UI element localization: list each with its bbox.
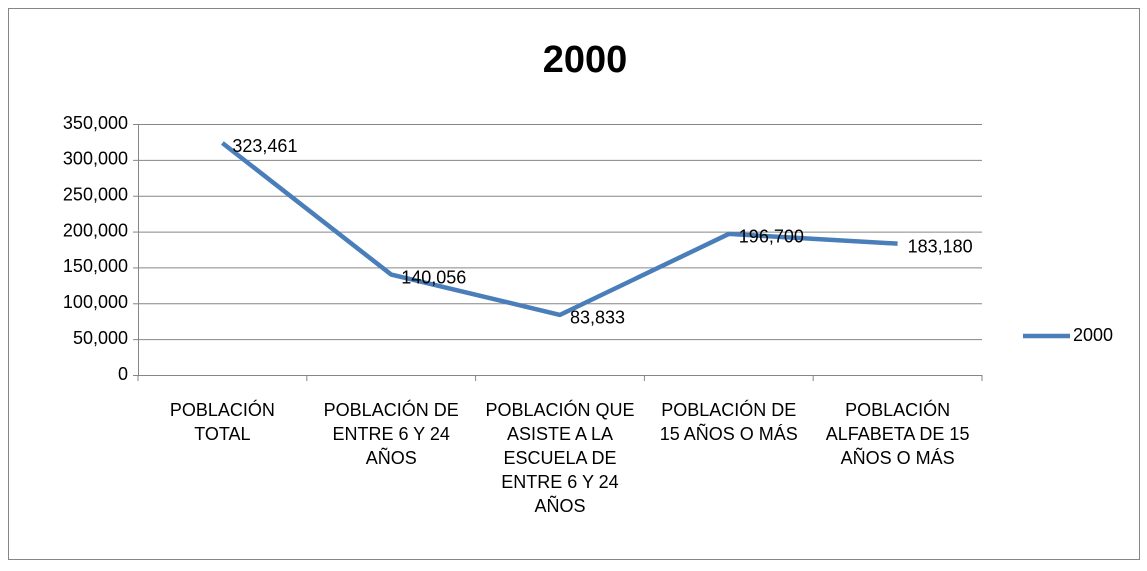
- legend-label: 2000: [1073, 325, 1113, 345]
- x-tick-line: POBLACIÓN QUE: [485, 399, 634, 420]
- x-tick-line: ESCUELA DE: [503, 448, 616, 468]
- data-label: 140,056: [401, 267, 466, 287]
- x-tick-line: AÑOS: [534, 495, 585, 516]
- x-tick-label: POBLACIÓN TOTAL: [170, 399, 275, 444]
- x-tick-label: POBLACIÓN DE ENTRE 6 Y 24 AÑOS: [324, 399, 459, 468]
- y-tick-label: 350,000: [63, 113, 128, 133]
- y-tick-label: 50,000: [73, 328, 128, 348]
- chart-frame: [8, 8, 1140, 560]
- data-label: 83,833: [570, 308, 625, 328]
- data-label: 196,700: [739, 227, 804, 247]
- x-tick-line: POBLACIÓN DE: [661, 399, 796, 420]
- x-tick-line: ENTRE 6 Y 24: [501, 472, 618, 492]
- x-tick-line: AÑOS: [366, 447, 417, 468]
- x-tick-line: TOTAL: [194, 424, 250, 444]
- chart-title: 2000: [543, 39, 628, 81]
- data-label: 183,180: [908, 236, 973, 256]
- y-tick-label: 100,000: [63, 292, 128, 312]
- y-tick-label: 0: [118, 364, 128, 384]
- x-tick-line: AÑOS O MÁS: [841, 447, 955, 468]
- x-tick-line: ENTRE 6 Y 24: [332, 424, 449, 444]
- x-tick-line: 15 AÑOS O MÁS: [660, 423, 798, 444]
- series-line: [221, 141, 898, 318]
- data-label: 323,461: [232, 136, 297, 156]
- y-tick-label: 200,000: [63, 220, 128, 240]
- y-tick-label: 150,000: [63, 256, 128, 276]
- x-tick-label: POBLACIÓN QUE ASISTE A LA ESCUELA DE ENTRE …: [485, 399, 634, 516]
- y-tick-label: 300,000: [63, 149, 128, 169]
- x-tick-line: POBLACIÓN DE: [324, 399, 459, 420]
- x-tick-line: ALFABETA DE 15: [826, 424, 970, 444]
- x-tick-line: POBLACIÓN: [170, 399, 275, 420]
- x-tick-label: POBLACIÓN DE 15 AÑOS O MÁS: [660, 399, 798, 444]
- x-tick-line: ASISTE A LA: [507, 424, 613, 444]
- y-tick-label: 250,000: [63, 184, 128, 204]
- x-tick-label: POBLACIÓN ALFABETA DE 15 AÑOS O MÁS: [826, 399, 970, 468]
- x-tick-line: POBLACIÓN: [845, 399, 950, 420]
